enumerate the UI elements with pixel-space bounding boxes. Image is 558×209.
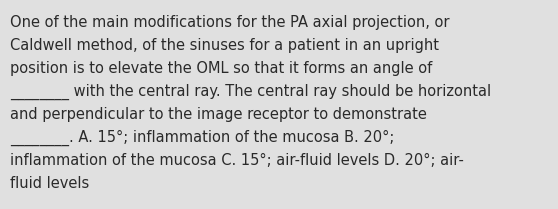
Text: position is to elevate the OML so that it forms an angle of: position is to elevate the OML so that i… — [10, 61, 432, 76]
Text: ________ with the central ray. The central ray should be horizontal: ________ with the central ray. The centr… — [10, 84, 491, 100]
Text: One of the main modifications for the PA axial projection, or: One of the main modifications for the PA… — [10, 15, 450, 30]
Text: inflammation of the mucosa C. 15°; air-fluid levels D. 20°; air-: inflammation of the mucosa C. 15°; air-f… — [10, 153, 464, 168]
Text: Caldwell method, of the sinuses for a patient in an upright: Caldwell method, of the sinuses for a pa… — [10, 38, 439, 53]
Text: ________. A. 15°; inflammation of the mucosa B. 20°;: ________. A. 15°; inflammation of the mu… — [10, 130, 395, 146]
Text: fluid levels: fluid levels — [10, 176, 89, 191]
Text: and perpendicular to the image receptor to demonstrate: and perpendicular to the image receptor … — [10, 107, 427, 122]
